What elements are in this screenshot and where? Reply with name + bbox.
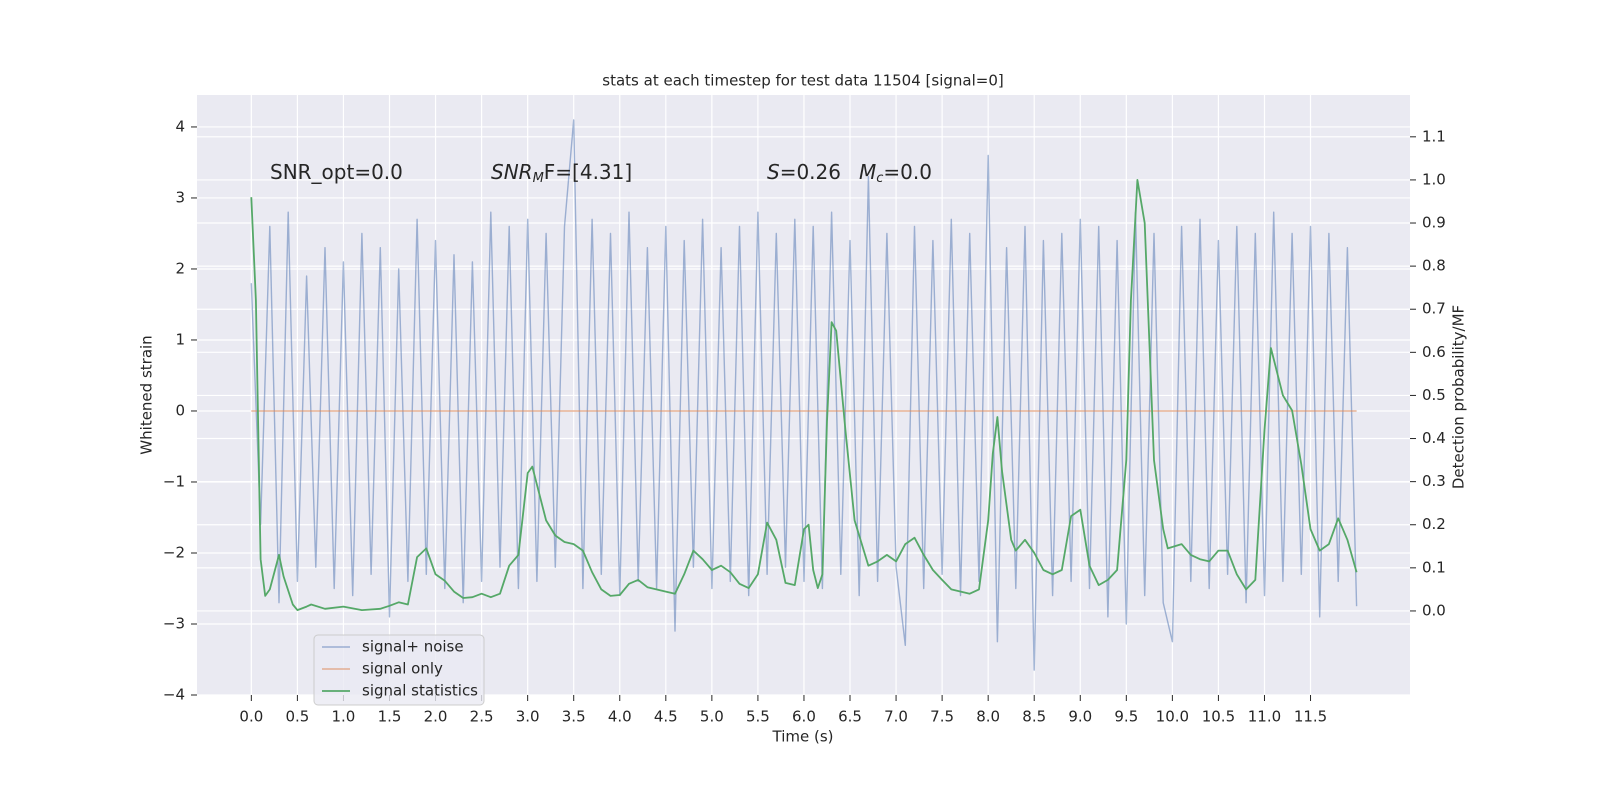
annotation-sub: M <box>533 171 544 186</box>
x-tick-label: 1.0 <box>332 708 356 726</box>
annotation-base: S <box>767 160 780 184</box>
annotation: SNRMF=[4.31] <box>491 160 632 186</box>
x-tick-label: 7.5 <box>930 708 954 726</box>
y2-tick-label: 0.5 <box>1422 386 1446 404</box>
x-tick-label: 10.5 <box>1202 708 1235 726</box>
y-tick-label: −4 <box>163 686 185 704</box>
x-tick-label: 8.0 <box>976 708 1000 726</box>
x-tick-label: 10.0 <box>1156 708 1189 726</box>
y-tick-label: −3 <box>163 614 185 632</box>
y2-tick-label: 1.1 <box>1422 127 1446 145</box>
x-tick-label: 9.0 <box>1068 708 1092 726</box>
y-tick-label: −1 <box>163 472 185 490</box>
x-tick-label: 5.0 <box>700 708 724 726</box>
y2-tick-label: 1.0 <box>1422 170 1446 188</box>
chart-title: stats at each timestep for test data 115… <box>602 72 1003 90</box>
x-tick-label: 7.0 <box>884 708 908 726</box>
x-tick-label: 11.0 <box>1248 708 1281 726</box>
legend-box <box>313 634 485 706</box>
y2-tick-label: 0.4 <box>1422 429 1446 447</box>
y2-tick-label: 0.9 <box>1422 214 1446 232</box>
y2-tick-label: 0.0 <box>1422 601 1446 619</box>
annotation: Mc=0.0 <box>859 160 932 186</box>
x-tick-label: 3.5 <box>562 708 586 726</box>
x-tick-label: 6.5 <box>838 708 862 726</box>
x-tick-label: 9.5 <box>1114 708 1138 726</box>
legend-label: signal only <box>362 660 443 678</box>
annotation: S=0.26 <box>767 160 841 184</box>
y-tick-label: 3 <box>175 188 185 206</box>
annotation-sub: c <box>876 171 883 186</box>
annotation-base: M <box>859 160 876 184</box>
y-tick-label: 2 <box>175 259 185 277</box>
legend-label: signal+ noise <box>362 638 464 656</box>
x-tick-label: 0.5 <box>285 708 309 726</box>
y2-tick-label: 0.6 <box>1422 343 1446 361</box>
y-tick-label: 0 <box>175 401 185 419</box>
y-tick-label: 4 <box>175 117 185 135</box>
x-tick-label: 8.5 <box>1022 708 1046 726</box>
annotation: SNR_opt=0.0 <box>270 160 403 184</box>
annotation-base: SNR_opt=0.0 <box>270 160 403 184</box>
y-tick-label: 1 <box>175 330 185 348</box>
y2-tick-label: 0.2 <box>1422 515 1446 533</box>
x-tick-label: 1.5 <box>378 708 402 726</box>
x-tick-label: 6.0 <box>792 708 816 726</box>
x-tick-label: 4.0 <box>608 708 632 726</box>
y-tick-label: −2 <box>163 543 185 561</box>
x-tick-label: 11.5 <box>1294 708 1327 726</box>
x-axis-label: Time (s) <box>772 728 834 746</box>
y2-tick-label: 0.7 <box>1422 300 1446 318</box>
y2-tick-label: 0.8 <box>1422 257 1446 275</box>
x-tick-label: 0.0 <box>239 708 263 726</box>
annotation-rest: =0.0 <box>883 160 932 184</box>
legend-label: signal statistics <box>362 682 478 700</box>
series-line <box>250 179 1358 611</box>
x-tick-label: 2.0 <box>424 708 448 726</box>
series-line <box>250 119 1358 671</box>
annotation-rest: =0.26 <box>780 160 841 184</box>
y2-tick-label: 0.1 <box>1422 558 1446 576</box>
y2-axis-label: Detection probability/MF <box>1450 305 1468 489</box>
x-tick-label: 5.5 <box>746 708 770 726</box>
annotation-base: SNR <box>491 160 533 184</box>
x-tick-label: 2.5 <box>470 708 494 726</box>
annotation-rest: F=[4.31] <box>544 160 632 184</box>
x-tick-label: 3.0 <box>516 708 540 726</box>
x-tick-label: 4.5 <box>654 708 678 726</box>
y-axis-label: Whitened strain <box>138 335 156 454</box>
y2-tick-label: 0.3 <box>1422 472 1446 490</box>
